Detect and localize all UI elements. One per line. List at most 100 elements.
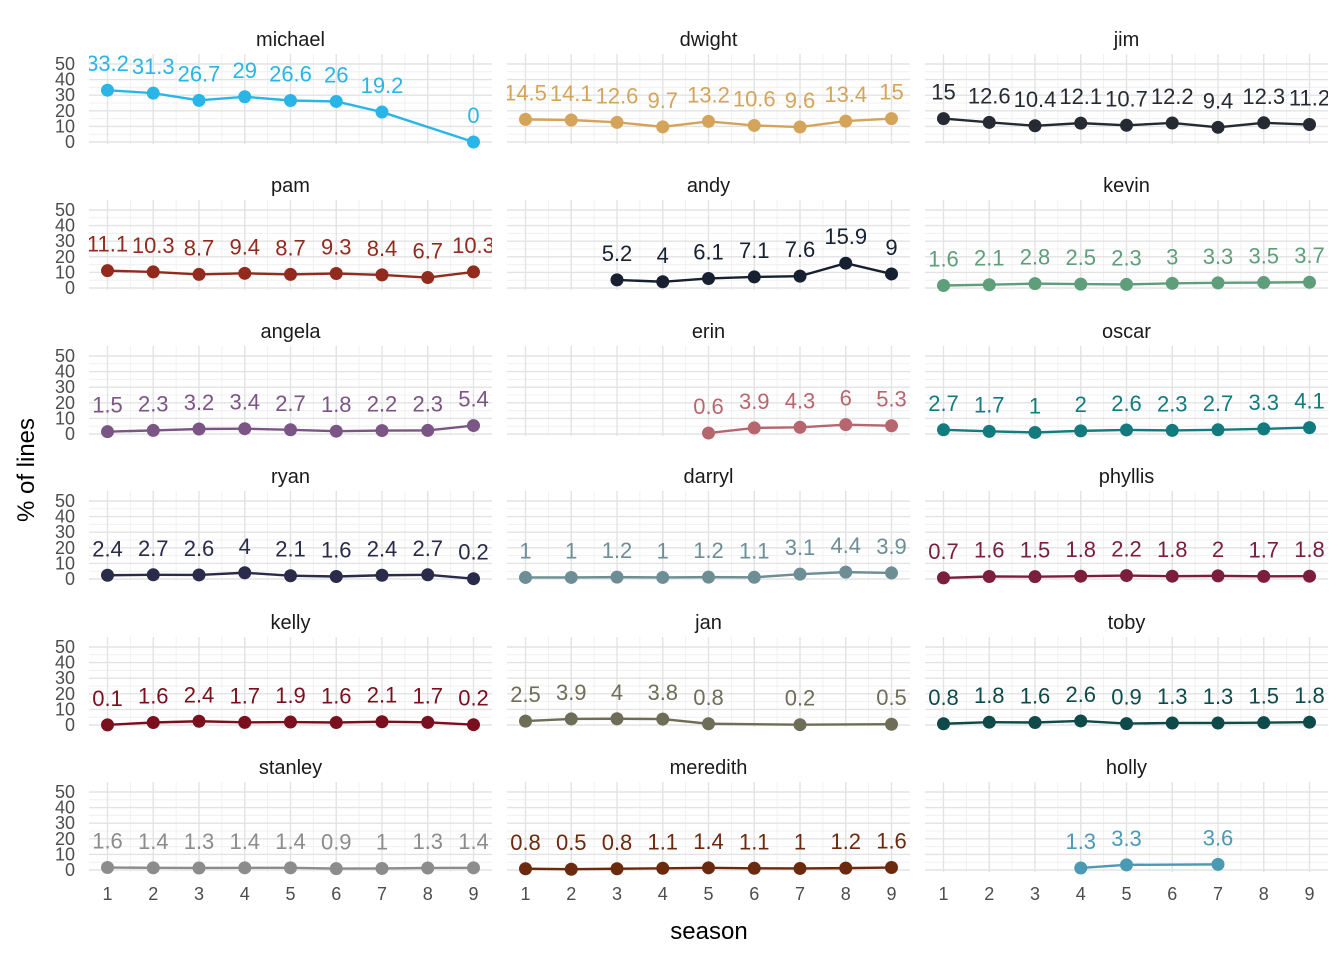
panel-dwight: dwight 14.5 14.1 12.6 9.7 13.2 10.6 9.6 13.4 15 [507, 29, 910, 144]
series-line [426, 424, 475, 432]
data-point [1028, 277, 1042, 291]
panel-title: oscar [1102, 321, 1151, 343]
data-point [1211, 716, 1225, 730]
y-tick-label: 10 [55, 408, 75, 428]
x-tick-label: 6 [1167, 884, 1177, 904]
data-label: 3.4 [229, 390, 260, 415]
series-line [707, 275, 756, 280]
data-point [421, 715, 435, 729]
data-label: 1 [565, 538, 577, 563]
data-label: 2.3 [138, 391, 169, 416]
data-label: 1.6 [1020, 684, 1051, 709]
series-line [106, 89, 155, 95]
data-point [146, 86, 160, 100]
data-label: 1 [657, 538, 669, 563]
x-tick-label: 9 [886, 884, 896, 904]
data-label: 0.8 [602, 830, 633, 855]
series-line [798, 261, 847, 278]
y-tick-label: 30 [55, 377, 75, 397]
data-point [793, 120, 807, 134]
data-point [467, 135, 480, 149]
data-point [564, 570, 578, 584]
data-label: 9.3 [321, 234, 352, 259]
data-label: 0.2 [458, 686, 489, 711]
data-point [1257, 116, 1271, 130]
series-line [1125, 574, 1174, 578]
data-label: 10.4 [1014, 87, 1057, 112]
data-point [192, 267, 206, 281]
data-point [467, 572, 480, 586]
data-point [329, 570, 343, 584]
data-point [1074, 277, 1088, 291]
data-label: 1.4 [458, 829, 489, 854]
y-tick-label: 30 [55, 231, 75, 251]
data-label: 3.9 [556, 680, 587, 705]
y-tick-label: 20 [55, 247, 75, 267]
series-line [426, 573, 475, 580]
series-line [753, 274, 802, 279]
data-label: 1.3 [1203, 684, 1234, 709]
x-tick-label: 7 [1213, 884, 1223, 904]
data-label: 8.7 [275, 235, 306, 260]
y-tick-label: 40 [55, 507, 75, 527]
panel-title: jan [694, 612, 722, 634]
data-label: 2.4 [92, 536, 123, 561]
data-point [1211, 569, 1225, 583]
data-point [1120, 118, 1133, 132]
data-point [702, 570, 715, 584]
data-label: 2.6 [184, 536, 215, 561]
data-point [284, 861, 297, 875]
x-tick-label: 9 [1304, 884, 1314, 904]
data-label: 2.6 [1111, 391, 1142, 416]
y-tick-label: 0 [65, 860, 75, 880]
data-label: 9 [885, 235, 897, 260]
data-point [238, 266, 252, 280]
data-label: 10.3 [132, 233, 175, 258]
data-label: 2.6 [1065, 682, 1096, 707]
panel-jim: jim 15 12.6 10.4 12.1 10.7 12.2 9.4 12.3 11.2 [925, 29, 1328, 144]
data-point [101, 568, 114, 582]
panel-title: phyllis [1099, 466, 1155, 488]
series-line [106, 721, 155, 727]
data-point [747, 118, 761, 132]
data-point [1165, 276, 1179, 290]
data-label: 2.3 [1111, 245, 1142, 270]
data-point [146, 861, 160, 875]
data-label: 0.7 [928, 539, 959, 564]
data-point [329, 94, 343, 108]
series-line [844, 866, 893, 870]
data-point [375, 568, 389, 582]
data-label: 6.1 [693, 239, 724, 264]
series-line [1216, 121, 1265, 129]
x-tick-label: 2 [566, 884, 576, 904]
series-line [243, 571, 292, 577]
data-point [564, 862, 578, 876]
data-label: 4.4 [830, 533, 861, 558]
series-line [197, 571, 246, 577]
series-line [1033, 429, 1082, 434]
data-point [329, 862, 343, 876]
panel-andy: andy 5.2 4 6.1 7.1 7.6 15.9 9 [507, 175, 910, 290]
series-line [289, 866, 338, 870]
series-line [152, 720, 201, 724]
data-label: 15 [879, 80, 903, 105]
data-point [793, 420, 807, 434]
y-tick-label: 50 [55, 200, 75, 220]
series-line [942, 117, 991, 124]
data-label: 0.8 [510, 830, 541, 855]
data-point [793, 861, 807, 875]
series-line [1079, 428, 1128, 433]
y-tick-label: 30 [55, 813, 75, 833]
y-tick-label: 40 [55, 653, 75, 673]
data-label: 3.9 [876, 534, 907, 559]
series-line [942, 428, 991, 433]
y-tick-label: 10 [55, 116, 75, 136]
data-label: 0.8 [693, 685, 724, 710]
data-label: 4.1 [1294, 389, 1325, 414]
x-tick-label: 8 [1259, 884, 1269, 904]
data-label: 1.6 [974, 538, 1005, 563]
panel-title: stanley [259, 757, 322, 779]
